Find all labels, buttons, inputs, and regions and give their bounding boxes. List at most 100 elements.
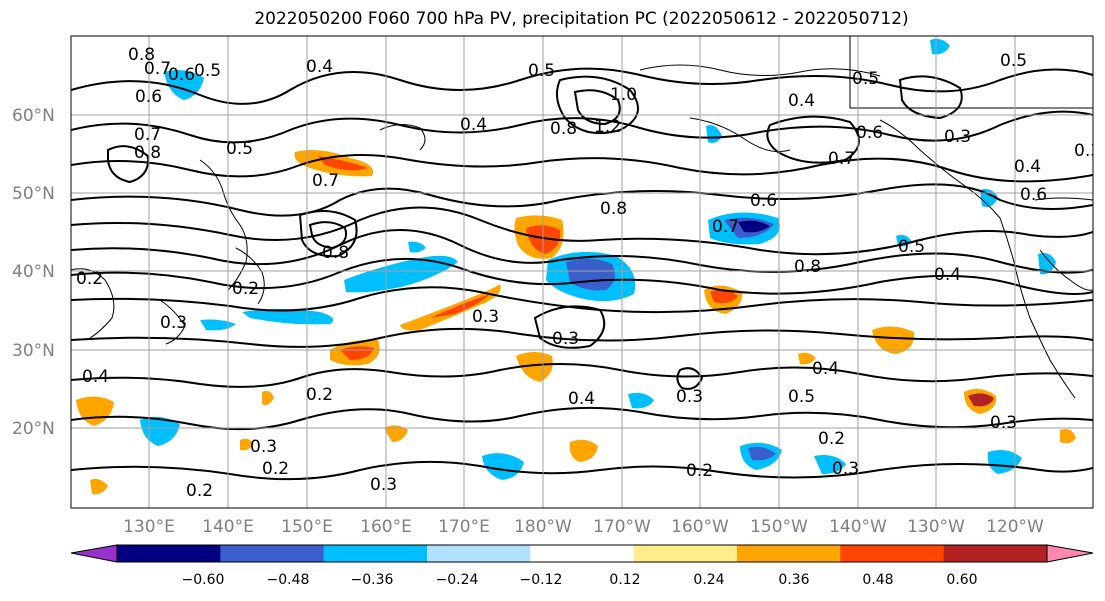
contour-label: 0.3	[160, 313, 187, 333]
colorbar-tick-label: 0.24	[693, 572, 724, 588]
contour-label: 0.3	[944, 127, 971, 147]
contour-label: 0.2	[686, 461, 713, 481]
pv-contour	[71, 154, 1093, 183]
contour-labels: 0.8 0.7 0.6 0.5 0.4 0.6 0.7 0.8 0.5 0.7 …	[76, 45, 1101, 501]
contour-label: 0.3	[1074, 141, 1101, 161]
precip-negative-patch	[200, 319, 236, 331]
contour-label: 0.3	[832, 459, 859, 479]
coastline	[379, 124, 426, 151]
colorbar-tick-label: −0.24	[436, 572, 479, 588]
precip-shading	[76, 38, 1076, 495]
colorbar-segment	[633, 545, 738, 562]
colorbar-tick-label: 0.36	[778, 572, 809, 588]
precip-negative-patch	[1038, 253, 1056, 275]
colorbar-tick-labels: −0.60 −0.48 −0.36 −0.24 −0.12 0.12 0.24 …	[182, 572, 978, 588]
coastline	[879, 119, 1001, 219]
pv-contour	[308, 221, 348, 250]
precip-positive-patch	[798, 352, 816, 365]
coastline	[999, 217, 1076, 399]
precip-positive-patch	[384, 425, 408, 442]
contour-label: 0.6	[1020, 185, 1047, 205]
precip-positive-patch	[262, 390, 274, 406]
longitude-label: 150°E	[281, 517, 333, 537]
pv-contour	[555, 75, 639, 134]
contour-label: 0.8	[134, 143, 161, 163]
precip-positive-patch	[710, 289, 738, 304]
colorbar-segment	[943, 545, 1048, 562]
coastline	[849, 36, 1093, 109]
coastline	[689, 117, 791, 153]
colorbar-extend-max	[1046, 544, 1094, 563]
coastlines	[71, 36, 1093, 399]
contour-label: 0.3	[990, 413, 1017, 433]
precip-negative-patch	[344, 255, 458, 293]
longitude-label: 120°W	[986, 517, 1044, 537]
colorbar	[70, 544, 1094, 563]
contour-label: 0.3	[370, 475, 397, 495]
contour-label: 0.4	[934, 265, 961, 285]
contour-label: 0.4	[568, 389, 595, 409]
latitude-label: 40°N	[12, 262, 55, 282]
longitude-label: 150°W	[750, 517, 808, 537]
contour-label: 0.6	[135, 87, 162, 107]
pv-contour	[71, 183, 1093, 217]
latitude-label: 30°N	[12, 341, 55, 361]
pv-contour	[573, 89, 621, 126]
contour-label: 1.0	[610, 85, 637, 105]
contour-label: 0.4	[460, 115, 487, 135]
contour-label: 0.2	[262, 459, 289, 479]
pv-contour	[71, 406, 1093, 431]
pv-contour	[71, 286, 1093, 314]
precip-negative-patch	[987, 450, 1022, 474]
colorbar-segment	[323, 545, 428, 562]
precip-negative-patch	[140, 416, 180, 446]
latitude-labels: 60°N 50°N 40°N 30°N 20°N	[12, 106, 55, 439]
contour-label: 0.5	[1000, 51, 1027, 71]
longitude-labels: 130°E 140°E 150°E 160°E 170°E 180°W 170°…	[123, 517, 1044, 537]
pv-contour	[766, 115, 860, 164]
precip-positive-patch	[516, 352, 553, 382]
map-title: 2022050200 F060 700 hPa PV, precipitatio…	[254, 9, 909, 29]
longitude-label: 170°W	[593, 517, 651, 537]
colorbar-tick-label: 0.60	[946, 572, 977, 588]
contour-label: 0.7	[712, 217, 739, 237]
map-frame	[70, 35, 1094, 509]
coastline	[159, 299, 186, 345]
colorbar-segment	[530, 545, 635, 562]
colorbar-tick-label: 0.12	[609, 572, 640, 588]
precip-positive-patch	[430, 294, 490, 318]
precip-negative-patch	[482, 453, 524, 480]
pv-contour	[71, 257, 1093, 295]
coastline	[71, 268, 115, 339]
precip-negative-patch	[748, 446, 776, 461]
colorbar-segment	[117, 545, 221, 562]
contour-label: 0.6	[856, 123, 883, 143]
latitude-label: 50°N	[12, 184, 55, 204]
longitude-label: 160°E	[360, 517, 412, 537]
contour-label: 0.6	[750, 191, 777, 211]
coastline	[1039, 249, 1093, 291]
precip-positive-patch	[90, 478, 108, 495]
pv-contour	[71, 229, 1093, 274]
longitude-label: 140°W	[829, 517, 887, 537]
latitude-label: 20°N	[12, 419, 55, 439]
latitude-label: 60°N	[12, 106, 55, 126]
pv-contour	[298, 210, 358, 258]
longitude-label: 130°W	[907, 517, 965, 537]
pv-contour	[71, 327, 1093, 348]
precip-positive-patch	[318, 156, 368, 171]
precip-positive-patch	[400, 284, 501, 331]
contour-label: 0.3	[472, 307, 499, 327]
colorbar-extend-min	[70, 544, 118, 563]
contour-label: 0.7	[134, 125, 161, 145]
gridlines	[71, 36, 1093, 508]
precip-negative-patch	[242, 309, 334, 325]
contour-label: 0.5	[788, 387, 815, 407]
contour-label: 0.2	[186, 481, 213, 501]
coastline	[639, 64, 881, 77]
pv-contour	[107, 145, 150, 184]
precip-negative-patch	[408, 241, 426, 253]
longitude-label: 170°E	[438, 517, 490, 537]
contour-label: 0.6	[168, 65, 195, 85]
